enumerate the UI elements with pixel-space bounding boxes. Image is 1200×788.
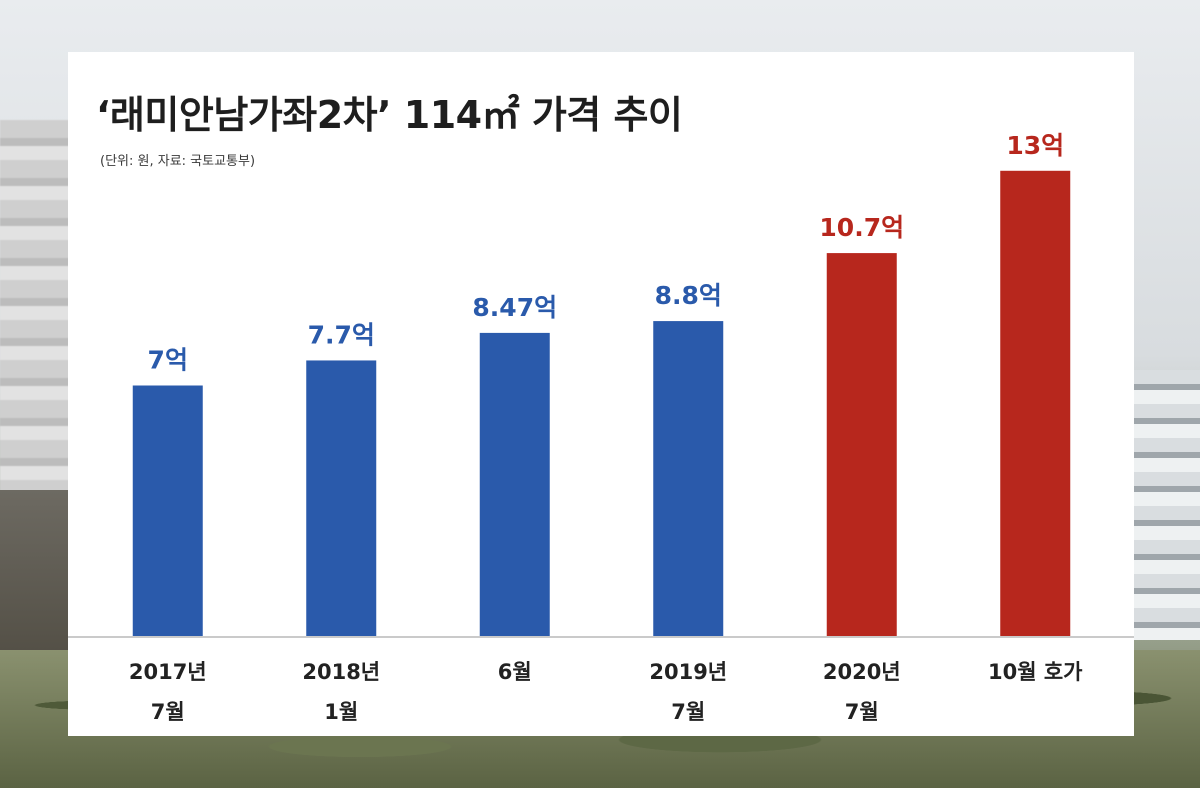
x-tick-label: 7월 <box>845 700 879 724</box>
bar-value-label: 13억 <box>1006 131 1064 160</box>
x-tick-label: 6월 <box>498 660 532 684</box>
x-tick-label: 2019년 <box>649 660 727 684</box>
bar-value-label: 7.7억 <box>308 320 375 349</box>
bar <box>479 332 550 636</box>
bar-value-label: 10.7억 <box>819 213 904 242</box>
bar-value-label: 7억 <box>148 346 188 375</box>
bar <box>132 385 203 636</box>
x-tick-label: 2017년 <box>129 660 207 684</box>
bar-value-label: 8.8억 <box>655 281 722 310</box>
chart-subtitle: (단위: 원, 자료: 국토교통부) <box>100 154 256 169</box>
x-tick-label: 7월 <box>151 700 185 724</box>
x-tick-label: 7월 <box>671 700 705 724</box>
bar-value-label: 8.47억 <box>472 293 557 322</box>
background-building-right <box>1134 370 1200 640</box>
chart-panel <box>68 52 1134 736</box>
chart-title: ‘래미안남가좌2차’ 114㎡ 가격 추이 <box>96 93 683 137</box>
bar <box>653 321 724 636</box>
x-tick-label: 10월 호가 <box>988 660 1083 684</box>
x-tick-label: 2020년 <box>823 660 901 684</box>
bar <box>1000 170 1071 637</box>
x-tick-label: 2018년 <box>302 660 380 684</box>
bar <box>826 253 897 637</box>
bar <box>306 360 377 636</box>
x-tick-label: 1월 <box>324 700 358 724</box>
